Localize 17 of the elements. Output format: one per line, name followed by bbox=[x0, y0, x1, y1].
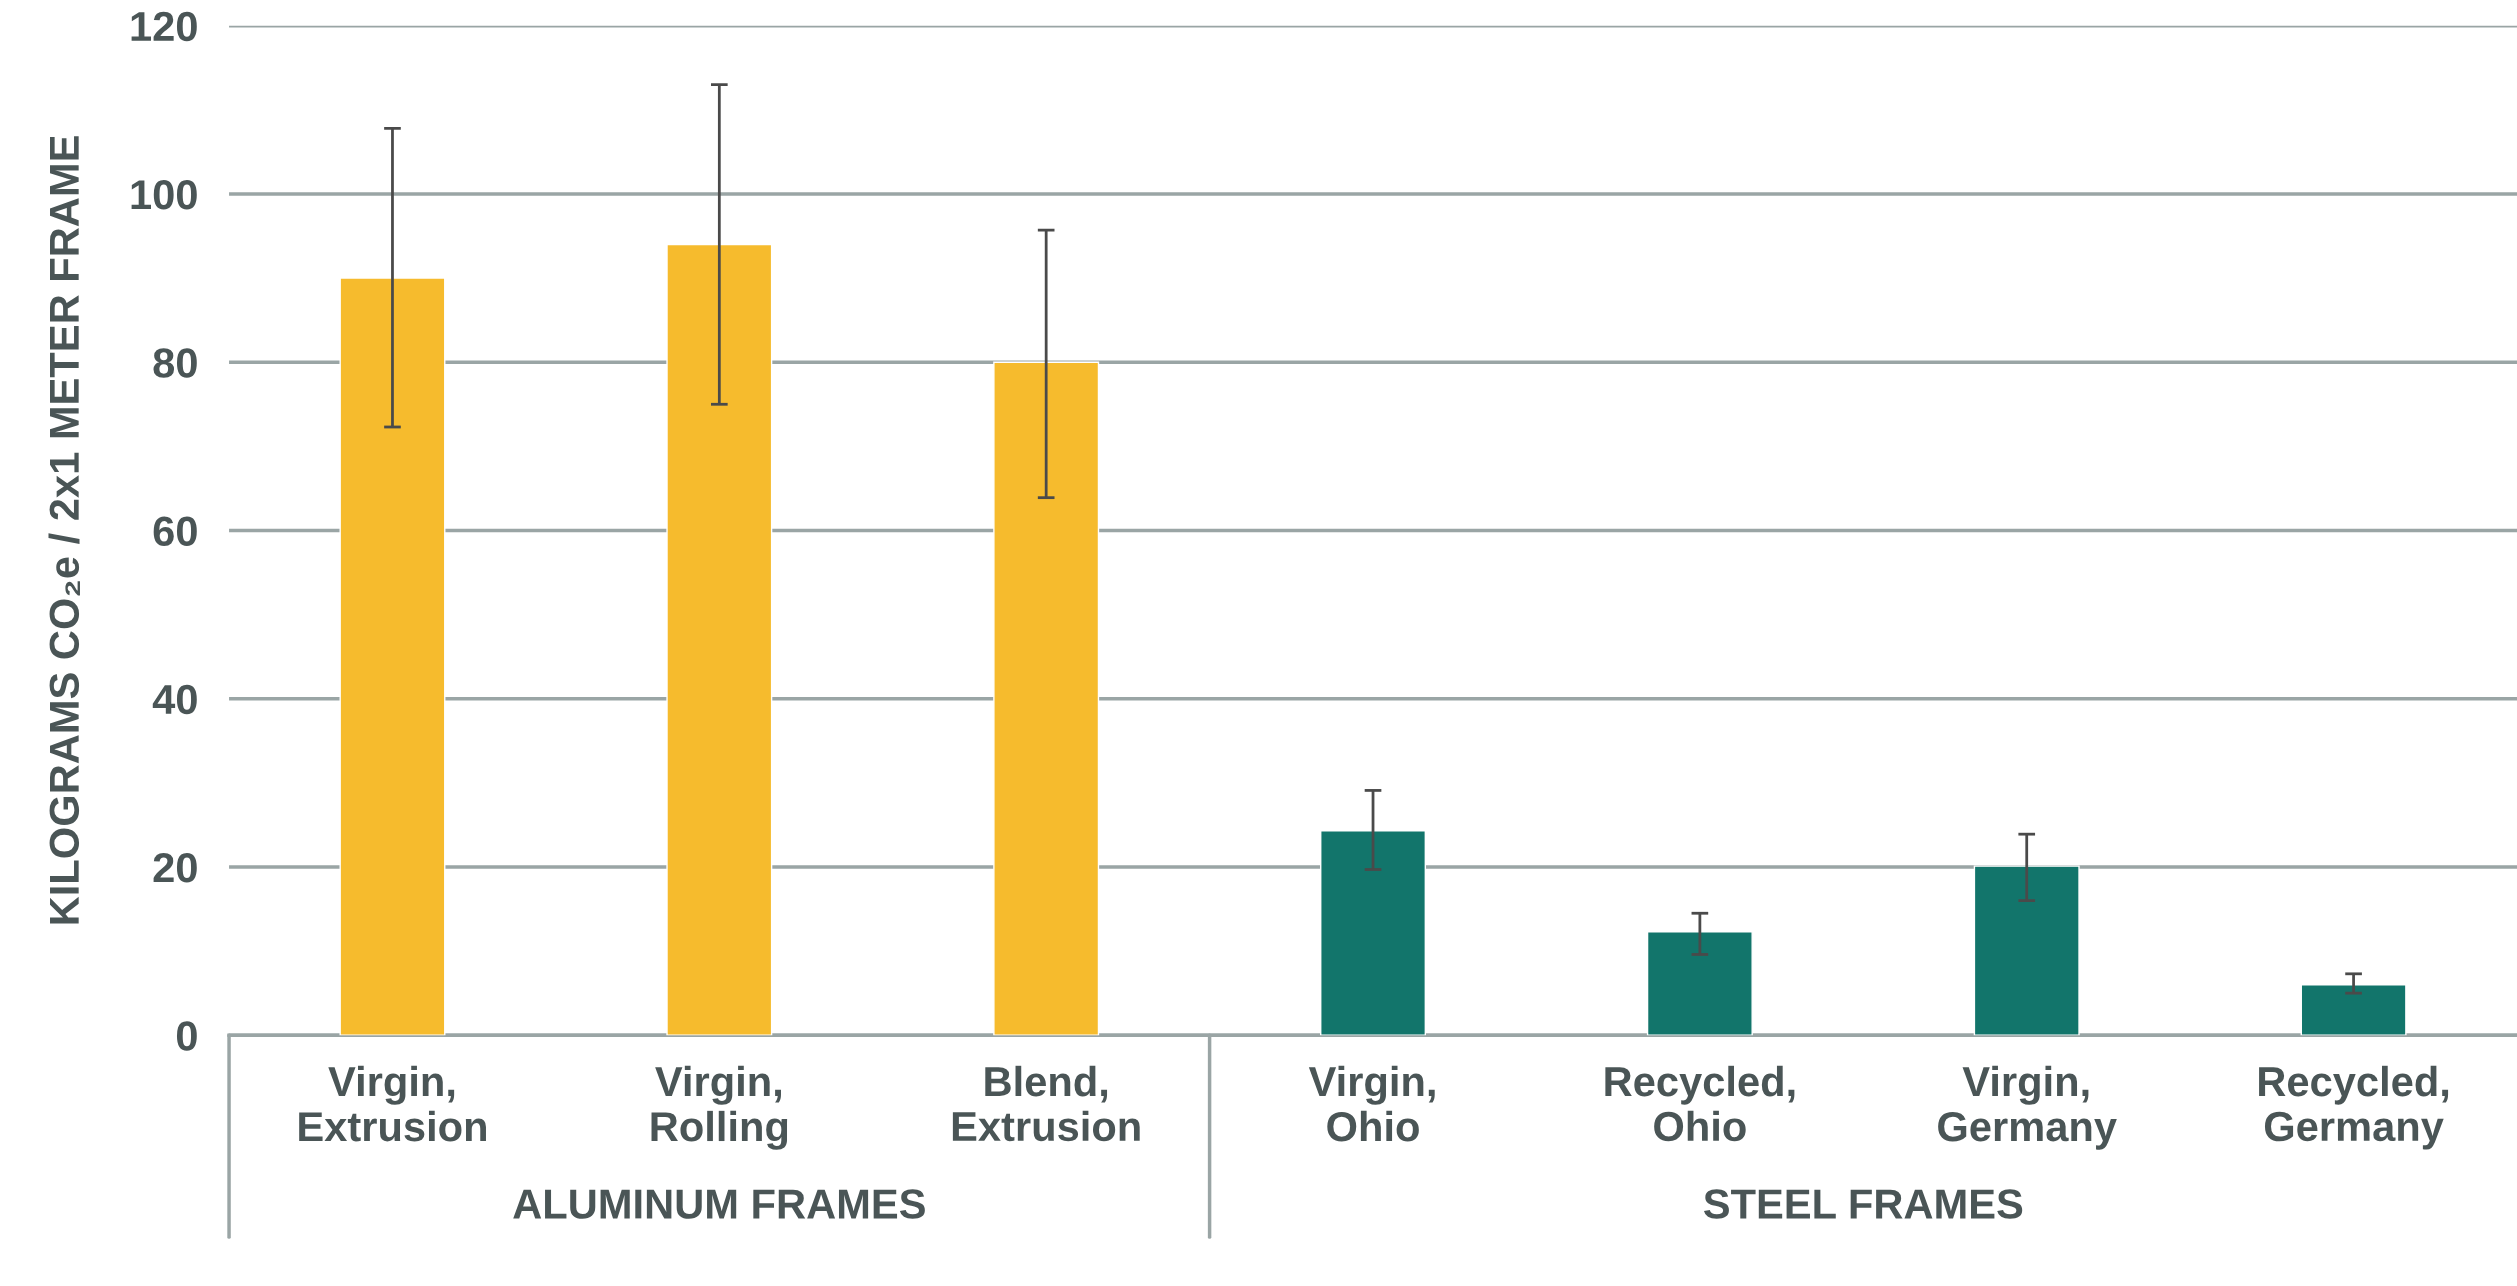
y-tick-label: 60 bbox=[153, 516, 197, 546]
y-tick-label: 100 bbox=[131, 179, 197, 210]
text: ALUMINUM FRAMES bbox=[513, 1189, 925, 1219]
text: STEEL FRAMES bbox=[1703, 1189, 2023, 1219]
x-tick-label: Virgin, Ohio bbox=[1308, 1065, 1435, 1142]
y-axis-title: KILOGRAMS CO₂e / 2x1 METER FRAME bbox=[48, 136, 80, 924]
x-tick-label: Virgin, Rolling bbox=[651, 1065, 788, 1150]
y-tick-label: 120 bbox=[131, 11, 197, 42]
x-tick-label: Recycled, Germany bbox=[2259, 1065, 2449, 1150]
x-tick-label: Recycled, Ohio bbox=[1605, 1065, 1795, 1142]
x-tick-label: Virgin, Extrusion bbox=[299, 1065, 486, 1142]
y-tick-label: 40 bbox=[152, 684, 197, 715]
y-tick-label: 20 bbox=[153, 852, 197, 883]
y-tick-label: 0 bbox=[176, 1021, 197, 1051]
x-tick-label: Virgin, Germany bbox=[1938, 1065, 2117, 1150]
x-tick-label: Blend, Extrusion bbox=[952, 1065, 1140, 1142]
y-tick-label: 80 bbox=[153, 348, 197, 378]
